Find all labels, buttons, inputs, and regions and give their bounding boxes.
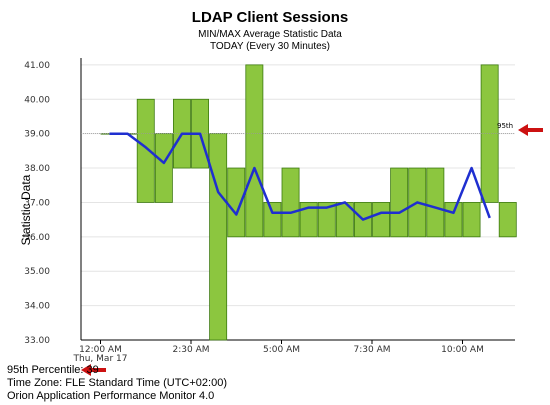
percentile-text: 95th Percentile: 39	[7, 364, 99, 376]
chart-subtitle-2: TODAY (Every 30 Minutes)	[210, 41, 330, 52]
range-bar	[372, 202, 391, 238]
average-line	[109, 132, 491, 221]
y-tick-label: 35.00	[24, 267, 50, 277]
range-bar	[281, 167, 300, 238]
product-text: Orion Application Performance Monitor 4.…	[7, 390, 215, 402]
footer-arrow-icon	[81, 364, 106, 376]
chart-title: LDAP Client Sessions	[192, 9, 348, 26]
x-tick-label: 7:30 AM	[354, 345, 391, 355]
range-bar	[390, 167, 409, 238]
range-bar	[209, 133, 228, 341]
range-bar	[498, 202, 517, 238]
x-tick-label: 12:00 AM	[79, 345, 122, 355]
x-tick-label: 2:30 AM	[173, 345, 210, 355]
x-tick-label: 10:00 AM	[441, 345, 484, 355]
x-tick-label: 5:00 AM	[263, 345, 300, 355]
y-tick-label: 38.00	[24, 164, 50, 174]
y-tick-label: 39.00	[24, 130, 50, 140]
percentile-arrow-icon	[518, 124, 543, 136]
y-tick-label: 41.00	[24, 61, 50, 71]
y-tick-label: 33.00	[24, 336, 50, 346]
range-bar	[444, 202, 463, 238]
y-axis-label: Statistic Data	[19, 174, 33, 245]
range-bar	[136, 98, 155, 203]
plot-area: 33.00 34.00 35.00 36.00 37.00 38.00 39.00 40.00…	[24, 58, 517, 364]
y-tick-label: 36.00	[24, 233, 50, 243]
timezone-text: Time Zone: FLE Standard Time (UTC+02:00)	[7, 377, 227, 389]
range-bar	[426, 167, 445, 238]
y-tick-label: 40.00	[24, 95, 50, 105]
chart-subtitle-1: MIN/MAX Average Statistic Data	[198, 29, 342, 40]
range-bar	[299, 202, 318, 238]
range-bar	[245, 64, 264, 238]
range-bar	[154, 133, 173, 203]
y-tick-label: 37.00	[24, 198, 50, 208]
x-tick-sublabel: Thu, Mar 17	[73, 354, 128, 364]
range-bar	[462, 202, 481, 238]
range-bar	[263, 202, 282, 238]
range-bar	[317, 202, 336, 238]
y-tick-label: 34.00	[24, 302, 50, 312]
percentile-line-label: 95th	[497, 122, 513, 130]
